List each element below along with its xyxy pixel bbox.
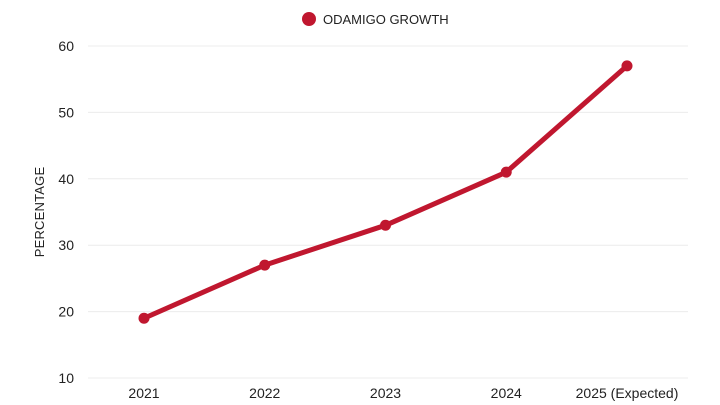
data-point[interactable] (621, 60, 633, 72)
legend-label: ODAMIGO GROWTH (323, 12, 449, 27)
y-tick-label: 30 (58, 237, 74, 253)
data-point[interactable] (380, 219, 391, 231)
x-tick-label: 2021 (128, 385, 159, 401)
x-tick-label: 2022 (249, 385, 280, 401)
y-axis-ticks: 10 20 30 40 50 60 (58, 38, 74, 386)
y-tick-label: 20 (58, 304, 74, 320)
data-point[interactable] (138, 312, 150, 324)
y-tick-label: 50 (58, 104, 74, 120)
y-axis-title: PERCENTAGE (32, 167, 47, 258)
data-point[interactable] (259, 259, 271, 271)
series-group (138, 60, 633, 324)
x-tick-label: 2025 (Expected) (576, 385, 679, 401)
x-axis-ticks: 2021 2022 2023 2024 2025 (Expected) (128, 385, 678, 401)
data-point[interactable] (500, 166, 512, 178)
y-tick-label: 40 (58, 171, 74, 187)
series-line (141, 63, 630, 321)
legend[interactable]: ODAMIGO GROWTH (302, 12, 449, 27)
gridlines (88, 45, 688, 379)
x-tick-label: 2023 (370, 385, 401, 401)
legend-marker (302, 12, 316, 26)
y-tick-label: 10 (58, 370, 74, 386)
x-tick-label: 2024 (491, 385, 522, 401)
y-tick-label: 60 (58, 38, 74, 54)
